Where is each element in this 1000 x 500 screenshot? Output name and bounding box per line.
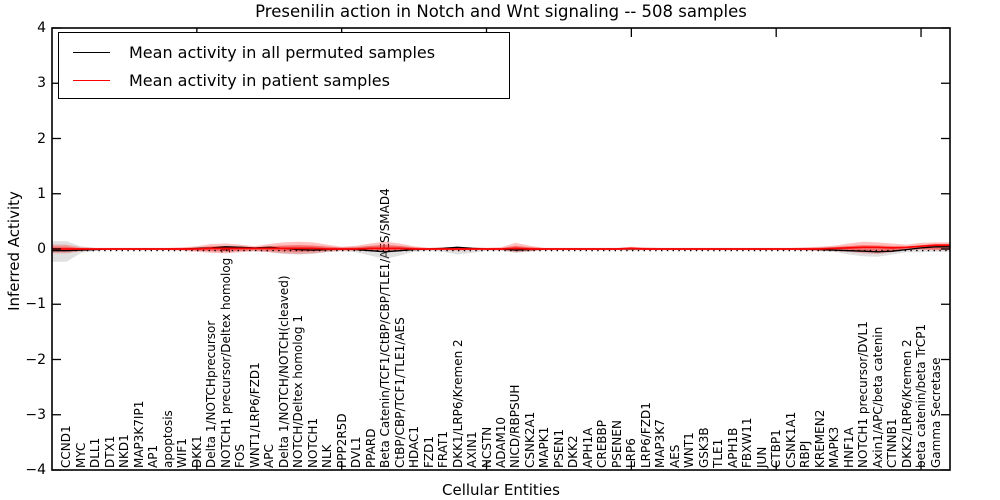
legend-label: Mean activity in all permuted samples bbox=[129, 43, 436, 63]
chart-title: Presenilin action in Notch and Wnt signa… bbox=[255, 2, 747, 21]
legend: Mean activity in all permuted samples Me… bbox=[58, 32, 510, 99]
permuted-spread-band bbox=[52, 241, 950, 262]
x-axis-label: Cellular Entities bbox=[442, 481, 560, 499]
legend-entry: Mean activity in all permuted samples bbox=[73, 40, 499, 66]
y-axis-label: Inferred Activity bbox=[5, 191, 23, 311]
legend-line-swatch-patient bbox=[73, 79, 110, 81]
legend-line-swatch-permuted bbox=[73, 52, 110, 54]
patient-mean-line bbox=[52, 244, 950, 250]
legend-entry: Mean activity in patient samples bbox=[73, 67, 499, 93]
legend-label: Mean activity in patient samples bbox=[129, 70, 390, 90]
patient-spread-band bbox=[52, 241, 950, 254]
